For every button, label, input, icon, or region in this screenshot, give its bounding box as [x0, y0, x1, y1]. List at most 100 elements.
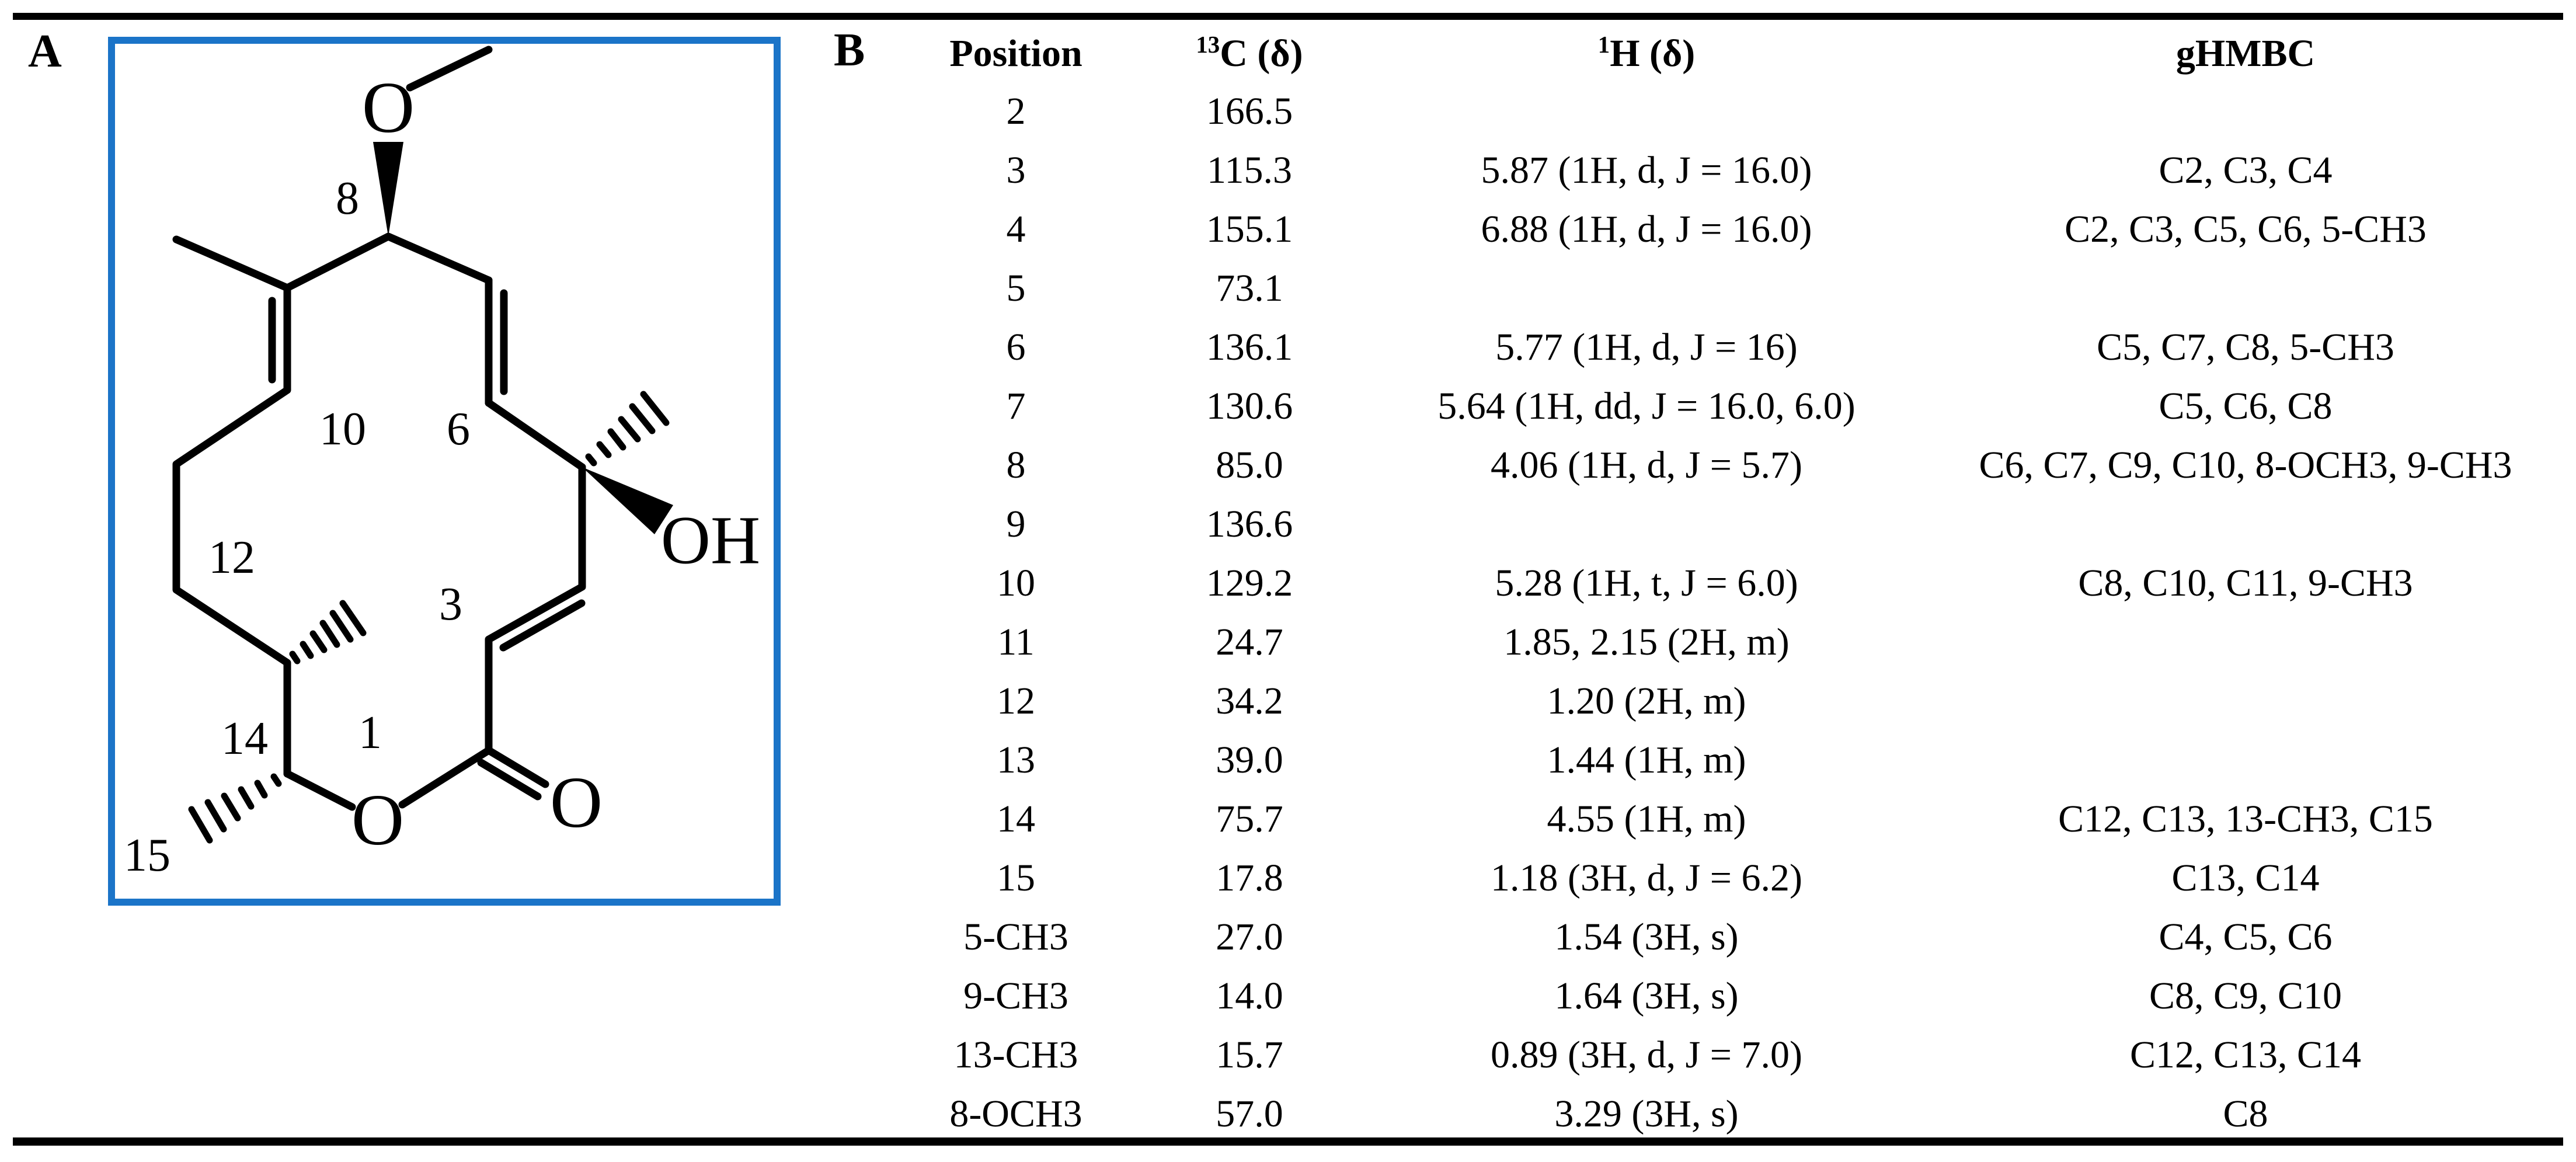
cell-position: 7 [1006, 384, 1026, 427]
cell-position: 9-CH3 [963, 974, 1068, 1017]
cell-ghmbc: C2, C3, C4 [2159, 148, 2333, 192]
hash-bond-c15 [188, 773, 282, 844]
table-row: 9 136.6 [911, 495, 2576, 554]
bond-c5-c4-c3-c2 [485, 463, 586, 754]
cell-h1: 5.77 (1H, d, J = 16) [1495, 325, 1798, 368]
table-row: 15 17.8 1.18 (3H, d, J = 6.2) C13, C14 [911, 848, 2576, 907]
cell-h1: 1.44 (1H, m) [1547, 738, 1746, 781]
cell-h1: 4.06 (1H, d, J = 5.7) [1490, 443, 1803, 486]
cell-ghmbc: C5, C7, C8, 5-CH3 [2097, 325, 2394, 368]
cell-h1: 1.85, 2.15 (2H, m) [1503, 620, 1790, 663]
cell-position: 9 [1006, 502, 1026, 545]
cell-position: 3 [1006, 148, 1026, 192]
cell-position: 6 [1006, 325, 1026, 368]
table-row: 8-OCH3 57.0 3.29 (3H, s) C8 [911, 1084, 2576, 1143]
cell-position: 15 [997, 856, 1035, 899]
cell-c13: 155.1 [1206, 207, 1293, 251]
table-row: 11 24.7 1.85, 2.15 (2H, m) [911, 613, 2576, 672]
cell-h1: 5.28 (1H, t, J = 6.0) [1495, 561, 1798, 604]
cell-ghmbc: C4, C5, C6 [2159, 915, 2333, 958]
cell-position: 2 [1006, 89, 1026, 133]
cell-c13: 15.7 [1216, 1033, 1283, 1076]
table-header-row: Position 13C (δ) 1H (δ) gHMBC [911, 26, 2576, 82]
cell-position: 13-CH3 [953, 1033, 1078, 1076]
cell-position: 5-CH3 [963, 915, 1068, 958]
cell-ghmbc: C12, C13, 13-CH3, C15 [2058, 797, 2433, 840]
bottom-rule [13, 1137, 2563, 1146]
table-row: 14 75.7 4.55 (1H, m) C12, C13, 13-CH3, C15 [911, 789, 2576, 848]
cell-h1: 5.87 (1H, d, J = 16.0) [1481, 148, 1812, 192]
c13-superscript: 13 [1196, 32, 1220, 58]
cell-ghmbc: C8 [2223, 1092, 2268, 1135]
cell-c13: 34.2 [1216, 679, 1283, 722]
cell-ghmbc: C5, C6, C8 [2159, 384, 2333, 427]
cell-c13: 166.5 [1206, 89, 1293, 133]
carbonyl-oxygen-label: O [550, 763, 603, 843]
cell-ghmbc [1915, 495, 2576, 554]
table-row: 8 85.0 4.06 (1H, d, J = 5.7) C6, C7, C9, C1… [911, 436, 2576, 495]
table-row: 5-CH3 27.0 1.54 (3H, s) C4, C5, C6 [911, 907, 2576, 966]
cell-position: 8-OCH3 [949, 1092, 1082, 1135]
cell-position: 10 [997, 561, 1035, 604]
bond-c9-c8-c7 [283, 232, 493, 292]
table-row: 9-CH3 14.0 1.64 (3H, s) C8, C9, C10 [911, 966, 2576, 1025]
ring-number-1: 1 [358, 707, 382, 759]
ring-oxygen-label: O [351, 780, 404, 861]
cell-ghmbc: C12, C13, C14 [2129, 1033, 2362, 1076]
table-row: 3 115.3 5.87 (1H, d, J = 16.0) C2, C3, C4 [911, 141, 2576, 200]
ring-number-6: 6 [447, 403, 470, 455]
wedge-bond-c8-ome [373, 142, 403, 236]
cell-c13: 75.7 [1216, 797, 1283, 840]
cell-c13: 85.0 [1216, 443, 1283, 486]
hash-bond-5-ch3 [585, 391, 670, 467]
cell-c13: 24.7 [1216, 620, 1283, 663]
cell-h1: 1.54 (3H, s) [1554, 915, 1739, 958]
cell-position: 8 [1006, 443, 1026, 486]
wedge-bond-c5-oh [582, 467, 673, 534]
cell-c13: 136.6 [1206, 502, 1293, 545]
structure-box: O O O OH 8 10 6 12 3 1 14 15 [108, 37, 781, 906]
cell-c13: 136.1 [1206, 325, 1293, 368]
panel-b-label: B [834, 25, 865, 76]
cell-h1: 1.64 (3H, s) [1554, 974, 1739, 1017]
table-row: 10 129.2 5.28 (1H, t, J = 6.0) C8, C10, C11… [911, 554, 2576, 613]
ring-number-12: 12 [208, 532, 255, 583]
cell-c13: 129.2 [1206, 561, 1293, 604]
cell-c13: 27.0 [1216, 915, 1283, 958]
table-row: 5 73.1 [911, 259, 2576, 318]
nmr-table: Position 13C (δ) 1H (δ) gHMBC 2 166.5 3 11… [911, 26, 2576, 1143]
table-row: 4 155.1 6.88 (1H, d, J = 16.0) C2, C3, C5, … [911, 200, 2576, 259]
table-row: 13-CH3 15.7 0.89 (3H, d, J = 7.0) C12, C13,… [911, 1025, 2576, 1084]
cell-c13: 57.0 [1216, 1092, 1283, 1135]
cell-ghmbc: C13, C14 [2171, 856, 2320, 899]
cell-h1: 1.18 (3H, d, J = 6.2) [1490, 856, 1803, 899]
table-row: 2 166.5 [911, 82, 2576, 141]
cell-position: 14 [997, 797, 1035, 840]
h1-superscript: 1 [1597, 32, 1610, 58]
col-header-position: Position [949, 32, 1082, 75]
table-row: 7 130.6 5.64 (1H, dd, J = 16.0, 6.0) C5, C6… [911, 377, 2576, 436]
bond-ome-methyl [406, 46, 493, 92]
cell-h1: 1.20 (2H, m) [1547, 679, 1746, 722]
cell-h1: 3.29 (3H, s) [1554, 1092, 1739, 1135]
methoxy-oxygen-label: O [362, 68, 415, 148]
ring-number-14: 14 [221, 713, 268, 764]
cell-c13: 39.0 [1216, 738, 1283, 781]
cell-ghmbc: C6, C7, C9, C10, 8-OCH3, 9-CH3 [1979, 443, 2512, 486]
cell-ghmbc [1915, 613, 2576, 672]
cell-position: 4 [1006, 207, 1026, 251]
bond-c6-c5 [485, 399, 586, 471]
cell-ghmbc [1915, 672, 2576, 730]
cell-position: 5 [1006, 266, 1026, 309]
double-bond-c3-c4-inner [499, 599, 586, 652]
cell-position: 11 [997, 620, 1035, 663]
bond-c14-o1 [283, 770, 356, 811]
cell-h1 [1378, 259, 1915, 318]
col-header-c13: 13C (δ) [1196, 32, 1303, 75]
ring-number-15: 15 [124, 830, 170, 881]
ring-number-10: 10 [319, 403, 366, 455]
ring-number-8: 8 [336, 173, 359, 224]
table-row: 12 34.2 1.20 (2H, m) [911, 672, 2576, 730]
panel-a-label: A [28, 26, 62, 77]
cell-position: 12 [997, 679, 1035, 722]
